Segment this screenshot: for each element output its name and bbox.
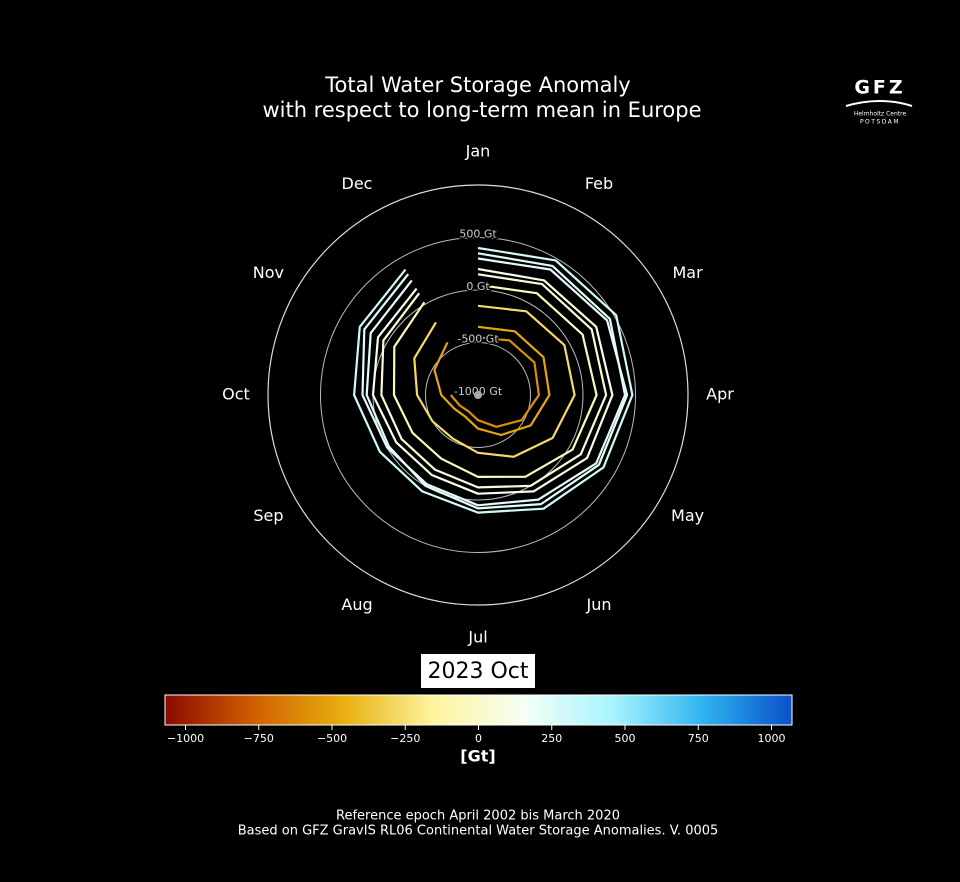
logo-arc: [845, 100, 913, 107]
ring-label: 500 Gt: [459, 228, 497, 241]
series-line: [361, 252, 627, 507]
month-label: Feb: [585, 174, 613, 193]
colorbar-tick-label: 750: [688, 732, 709, 745]
chart-title: Total Water Storage Anomaly: [324, 73, 630, 97]
date-box: [421, 654, 535, 688]
ring-label: 0 Gt: [466, 280, 490, 293]
series-line: [449, 336, 540, 428]
colorbar-tick-label: −250: [390, 732, 420, 745]
colorbar-tick-label: −500: [317, 732, 347, 745]
series-line: [371, 267, 614, 495]
series-line: [392, 283, 598, 478]
month-label: Mar: [672, 263, 703, 282]
series-line: [413, 304, 576, 458]
colorbar-tick-label: −750: [244, 732, 274, 745]
colorbar-tick-label: 250: [541, 732, 562, 745]
footer: Reference epoch April 2002 bis March 202…: [336, 809, 620, 824]
colorbar-tick-label: −1000: [167, 732, 204, 745]
colorbar-tick-label: 1000: [757, 732, 785, 745]
ring-grid: [425, 342, 531, 448]
month-label: Oct: [222, 385, 250, 404]
logo-name: GFZ: [854, 77, 905, 99]
colorbar-ticks: −1000 −750 −500 −250 0 250 500 750 1000: [167, 725, 785, 745]
series-line: [433, 325, 551, 437]
colorbar-label: [Gt]: [460, 747, 495, 766]
ring-label: -500 Gt: [457, 333, 499, 346]
chart-title: with respect to long-term mean in Europe: [262, 98, 701, 122]
month-label: Jan: [465, 142, 491, 161]
footer: Based on GFZ GravIS RL06 Continental Wat…: [238, 824, 719, 839]
logo-text: POTSDAM: [860, 119, 900, 126]
series-line: [353, 246, 634, 514]
month-label: May: [671, 506, 704, 525]
colorbar-tick-label: 0: [475, 732, 482, 745]
logo-text: Helmholtz Centre: [854, 111, 907, 118]
colorbar: [164, 694, 793, 726]
series-line: [365, 257, 629, 510]
month-label: Sep: [253, 506, 283, 525]
center-dot: [474, 391, 482, 399]
polar-plot: Jan Feb Mar Apr May Jun Jul Aug Sep Oct Nov Dec 500 …: [222, 142, 734, 647]
polar-frame: [267, 184, 689, 606]
ring-grid: [320, 237, 636, 553]
date-label: 2023 Oct: [427, 659, 528, 684]
colorbar-tick-label: 500: [614, 732, 635, 745]
month-label: Jun: [586, 595, 612, 614]
series-line: [380, 273, 608, 489]
month-label: Nov: [253, 263, 284, 282]
month-label: Dec: [342, 174, 373, 193]
month-label: Apr: [706, 385, 734, 404]
month-label: Aug: [341, 595, 372, 614]
month-label: Jul: [467, 628, 487, 647]
